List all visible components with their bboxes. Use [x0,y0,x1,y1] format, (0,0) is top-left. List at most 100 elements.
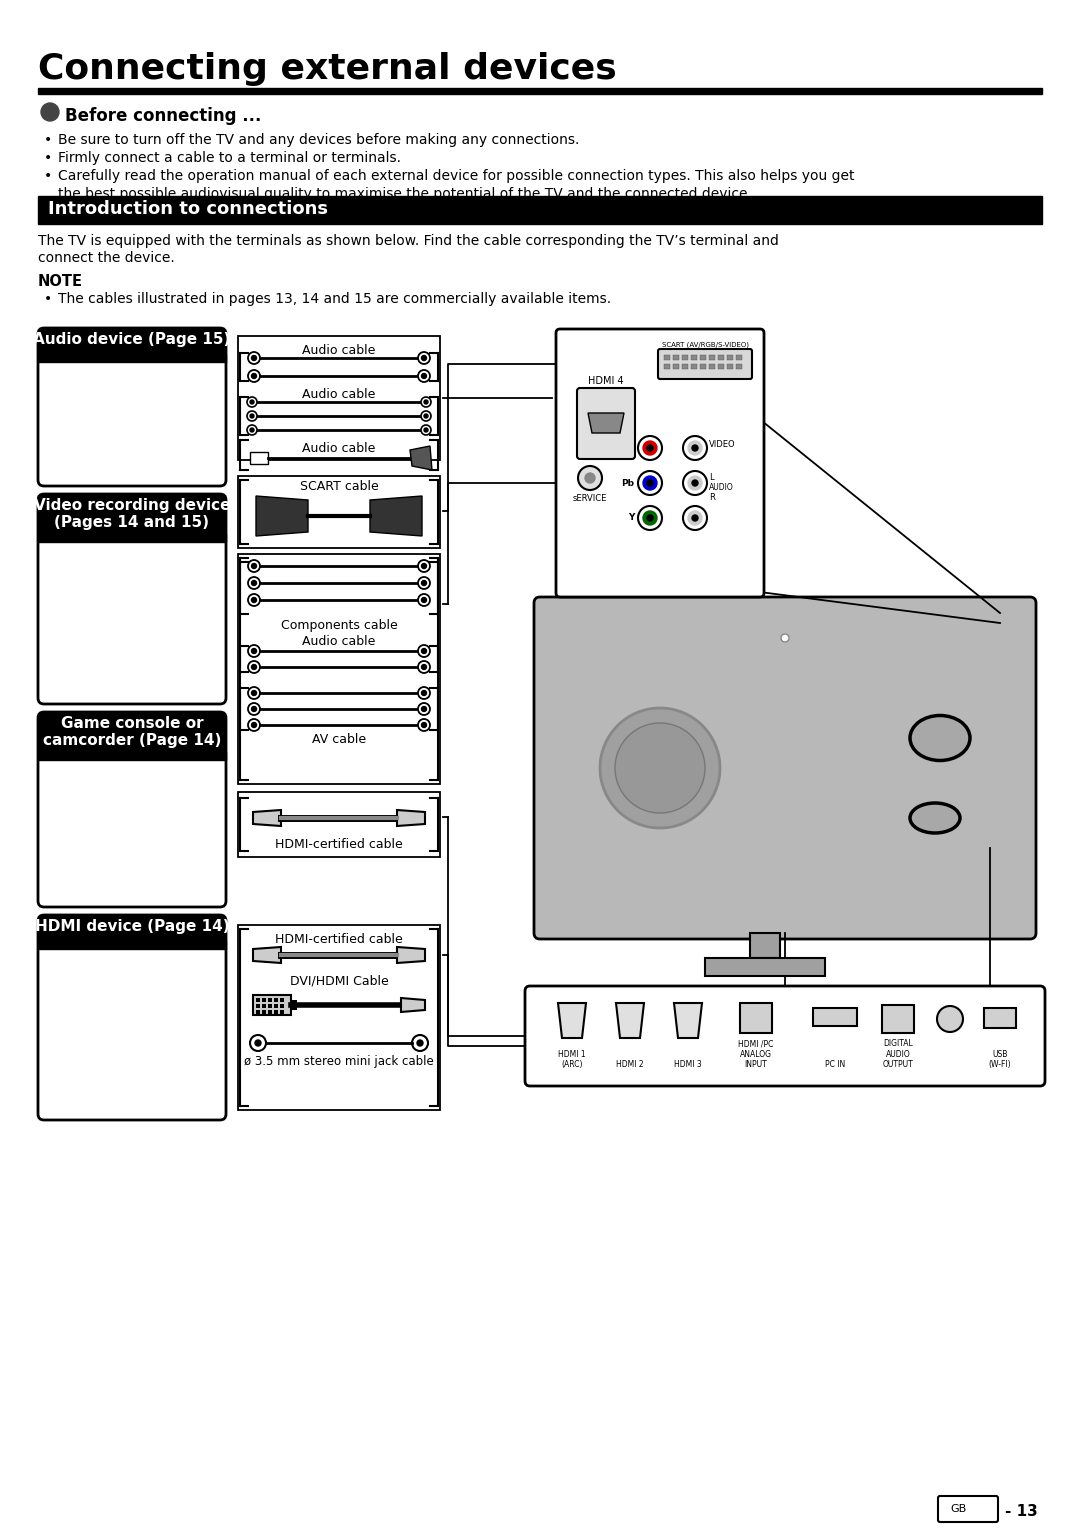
Circle shape [41,103,59,121]
Circle shape [418,371,430,381]
Circle shape [252,597,257,602]
Circle shape [615,723,705,813]
Text: PC IN: PC IN [825,1060,846,1069]
Bar [249,452,268,464]
Polygon shape [397,810,426,826]
Bar [256,1003,260,1008]
Circle shape [249,427,254,432]
Bar [882,1005,914,1033]
Bar [691,355,697,360]
Circle shape [421,424,431,435]
Circle shape [421,374,427,378]
Circle shape [247,424,257,435]
Polygon shape [674,1003,702,1039]
Circle shape [248,703,260,715]
Circle shape [411,1036,428,1051]
Polygon shape [397,947,426,964]
Polygon shape [588,414,624,434]
FancyBboxPatch shape [577,388,635,460]
Bar [38,354,226,362]
Bar [700,355,706,360]
Text: •: • [44,133,52,147]
Bar [691,365,697,369]
Circle shape [421,723,427,728]
Circle shape [421,706,427,711]
Circle shape [418,561,430,571]
Bar [262,1003,266,1008]
Text: Firmly connect a cable to a terminal or terminals.: Firmly connect a cable to a terminal or … [58,152,401,165]
Bar [268,1010,272,1014]
Circle shape [424,400,428,404]
Text: R: R [708,492,715,501]
Circle shape [255,1040,261,1046]
Circle shape [421,648,427,654]
Text: AUDIO: AUDIO [708,484,733,492]
Bar [735,355,742,360]
Circle shape [248,719,260,731]
Text: HDMI-certified cable: HDMI-certified cable [275,933,403,945]
Circle shape [247,411,257,421]
Text: •: • [44,152,52,165]
Circle shape [248,371,260,381]
Text: HDMI 1
(ARC): HDMI 1 (ARC) [558,1049,585,1069]
Circle shape [421,411,431,421]
Bar [280,997,284,1002]
Circle shape [578,466,602,490]
Bar [708,365,715,369]
Text: GB: GB [950,1504,967,1514]
Text: HDMI 4: HDMI 4 [589,375,624,386]
Circle shape [418,686,430,699]
FancyBboxPatch shape [38,328,226,362]
FancyBboxPatch shape [38,915,226,1120]
Text: USB
(W-FI): USB (W-FI) [988,1049,1011,1069]
Circle shape [248,645,260,657]
FancyBboxPatch shape [525,987,1045,1086]
Text: Pb: Pb [621,478,634,487]
Text: connect the device.: connect the device. [38,251,175,265]
Bar [727,355,733,360]
Circle shape [417,1040,423,1046]
FancyBboxPatch shape [38,493,226,705]
Bar [735,365,742,369]
Circle shape [638,470,662,495]
Circle shape [424,414,428,418]
Text: HDMI 3: HDMI 3 [674,1060,702,1069]
Circle shape [249,414,254,418]
Bar [727,365,733,369]
Circle shape [248,578,260,588]
Circle shape [421,665,427,669]
Polygon shape [253,810,281,826]
Circle shape [252,665,257,669]
Circle shape [638,437,662,460]
Bar [673,355,679,360]
Circle shape [418,352,430,365]
Circle shape [585,473,595,483]
Ellipse shape [910,715,970,760]
Circle shape [252,648,257,654]
Circle shape [248,561,260,571]
Circle shape [248,660,260,673]
Circle shape [247,397,257,408]
Text: Audio cable: Audio cable [302,634,376,648]
Ellipse shape [910,803,960,833]
Text: Be sure to turn off the TV and any devices before making any connections.: Be sure to turn off the TV and any devic… [58,133,579,147]
Circle shape [643,476,657,490]
Bar [253,994,291,1016]
Bar [664,355,670,360]
Bar [238,555,440,784]
Circle shape [937,1007,963,1033]
Bar [238,336,440,460]
Circle shape [249,400,254,404]
Circle shape [647,515,653,521]
Bar [268,997,272,1002]
Circle shape [418,645,430,657]
Text: The cables illustrated in pages 13, 14 and 15 are commercially available items.: The cables illustrated in pages 13, 14 a… [58,293,611,306]
Text: Introduction to connections: Introduction to connections [48,201,328,218]
FancyBboxPatch shape [534,597,1036,939]
Circle shape [638,506,662,530]
Circle shape [248,686,260,699]
Bar [38,196,1042,224]
Polygon shape [558,1003,586,1039]
Circle shape [418,578,430,588]
Text: HDMI /PC
ANALOG
INPUT: HDMI /PC ANALOG INPUT [739,1039,773,1069]
